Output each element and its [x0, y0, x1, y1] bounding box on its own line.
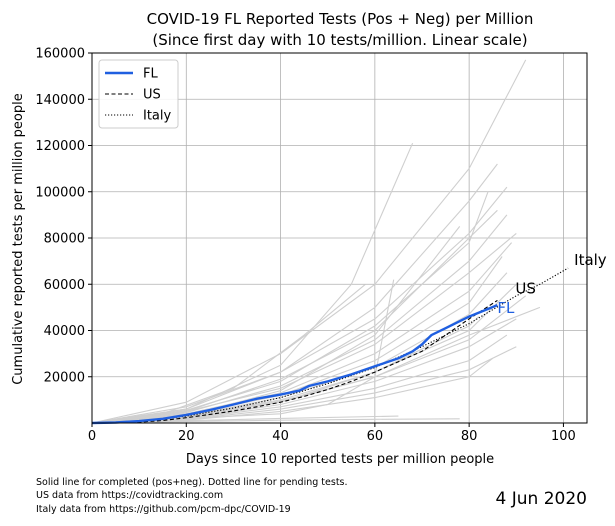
- state-series-line: [91, 272, 508, 424]
- state-series-line: [91, 59, 527, 424]
- italy-series-line: [91, 267, 569, 424]
- fl-series-line: [91, 303, 498, 425]
- state-series-line: [91, 242, 513, 424]
- x-tick-label: 100: [551, 429, 576, 444]
- axis-ticks: 0 20 40 60 80 100 20000 40000 60000 80000 100000 12…: [35, 47, 575, 445]
- legend-label-us: US: [143, 88, 161, 103]
- y-tick-label: 120000: [35, 139, 85, 154]
- x-tick-label: 80: [461, 429, 478, 444]
- state-series-line: [91, 316, 479, 424]
- state-series-line: [91, 214, 508, 424]
- date-stamp: 4 Jun 2020: [495, 489, 587, 509]
- us-end-label: US: [515, 279, 536, 297]
- main-series-group: [91, 267, 569, 425]
- footer-note-1: Solid line for completed (pos+neg). Dott…: [36, 477, 348, 488]
- legend-label-italy: Italy: [143, 109, 172, 124]
- x-tick-label: 20: [178, 429, 195, 444]
- y-tick-label: 80000: [44, 232, 85, 247]
- state-series-line: [91, 418, 460, 424]
- state-series-line: [91, 232, 517, 424]
- y-tick-label: 140000: [35, 93, 85, 108]
- legend: FL US Italy: [98, 59, 179, 129]
- state-series-line: [91, 163, 498, 424]
- footer-note-3: Italy data from https://github.com/pcm-d…: [36, 504, 291, 515]
- x-axis-label: Days since 10 reported tests per million…: [186, 452, 494, 467]
- state-series-line: [91, 186, 508, 424]
- y-axis-label: Cumulative reported tests per million pe…: [11, 93, 26, 385]
- y-tick-label: 160000: [35, 47, 85, 62]
- x-tick-label: 0: [88, 429, 96, 444]
- y-tick-label: 60000: [44, 278, 85, 293]
- x-tick-label: 40: [272, 429, 289, 444]
- chart-subtitle: (Since first day with 10 tests/million. …: [152, 31, 527, 49]
- y-tick-label: 20000: [44, 370, 85, 385]
- chart-title: COVID-19 FL Reported Tests (Pos + Neg) p…: [147, 10, 534, 28]
- italy-end-label: Italy: [574, 251, 607, 269]
- legend-label-fl: FL: [143, 67, 158, 82]
- x-tick-label: 60: [367, 429, 384, 444]
- background-series-group: [91, 59, 541, 424]
- plot-frame: [91, 52, 588, 424]
- state-series-line: [91, 142, 414, 424]
- y-tick-label: 100000: [35, 185, 85, 200]
- us-series-line: [91, 299, 498, 424]
- state-series-line: [91, 256, 503, 424]
- state-series-line: [91, 191, 489, 424]
- state-series-line: [91, 283, 366, 424]
- y-tick-label: 40000: [44, 324, 85, 339]
- legend-box: [98, 59, 179, 129]
- fl-end-label: FL: [497, 299, 515, 317]
- footer-note-2: US data from https://covidtracking.com: [36, 490, 224, 501]
